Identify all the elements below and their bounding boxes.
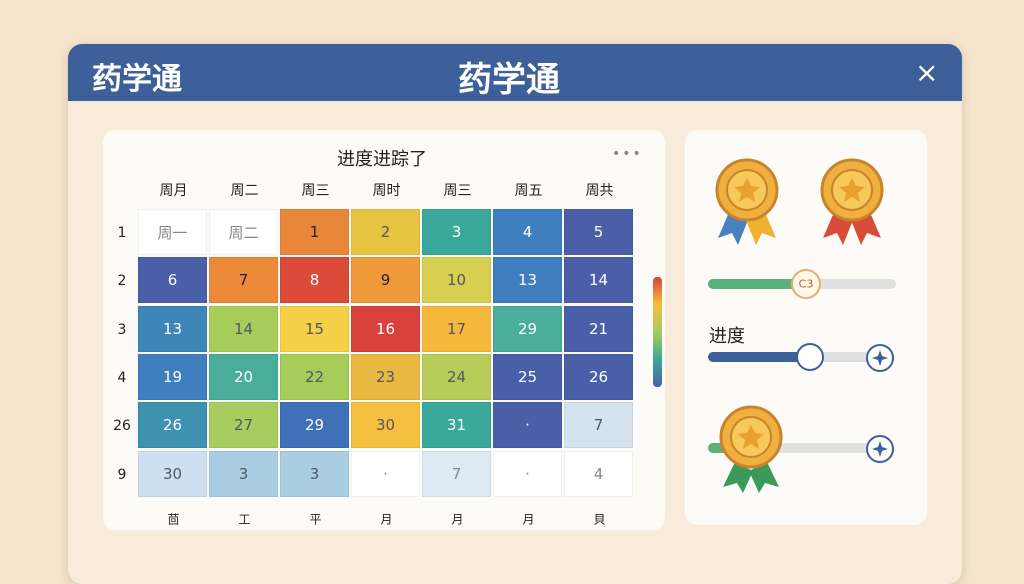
heatmap-cell: 26 [564, 353, 633, 400]
column-header: 周三 [443, 183, 472, 199]
slider[interactable] [708, 343, 894, 372]
heatmap-cell: 13 [138, 305, 207, 352]
heatmap-cell: 2 [351, 209, 420, 255]
heatmap-cell: 20 [209, 353, 278, 400]
heatmap-cell: 13 [493, 257, 562, 304]
heatmap-cell: 23 [351, 353, 420, 400]
row-label: 1 [117, 225, 127, 242]
heatmap-cell: 14 [209, 305, 278, 352]
more-menu[interactable]: ••• [612, 146, 643, 162]
heatmap-cell: 14 [564, 257, 633, 304]
heatmap-cell: 6 [138, 257, 207, 304]
window-title: 药学通 [458, 60, 560, 100]
column-footer: 工 [238, 512, 251, 527]
heatmap-cell: 1 [280, 209, 349, 255]
column-footer: 月 [451, 512, 464, 527]
heatmap-cell: · [493, 402, 562, 449]
tracker-title: 进度进踪了 [337, 149, 427, 170]
heatmap-cell: 16 [351, 305, 420, 352]
slider[interactable] [708, 269, 896, 299]
heatmap-cell: 4 [564, 450, 633, 497]
heatmap-cell: 21 [564, 305, 633, 352]
heatmap-cell: 10 [422, 257, 491, 304]
column-header: 周月 [159, 183, 188, 199]
heatmap-cell: 7 [422, 450, 491, 497]
heatmap-cell: 30 [138, 450, 207, 497]
heatmap-cell: 5 [564, 209, 633, 255]
heatmap-cell: · [493, 450, 562, 497]
heatmap-cell: 29 [280, 402, 349, 449]
row-label: 9 [117, 466, 127, 483]
heatmap-cell: 7 [209, 257, 278, 304]
heatmap-cell: 19 [138, 353, 207, 400]
column-header: 周三 [301, 183, 330, 199]
column-header: 周时 [372, 183, 401, 199]
column-header: 周五 [514, 183, 543, 199]
column-footer: 月 [380, 512, 393, 527]
heatmap-cell: 8 [280, 257, 349, 304]
heatmap-cell: 周一 [138, 209, 207, 255]
heatmap-cell: 3 [422, 209, 491, 255]
row-label: 4 [117, 370, 127, 387]
column-footer: 平 [309, 512, 322, 527]
heatmap-cell: 31 [422, 402, 491, 449]
heatmap-cell: 17 [422, 305, 491, 352]
heatmap-cell: 27 [209, 402, 278, 449]
medal [715, 158, 779, 245]
heatmap-cell: 26 [138, 402, 207, 449]
slider-thumb-label: C3 [798, 277, 814, 291]
heatmap-cell: 9 [351, 257, 420, 304]
heatmap-cell: 24 [422, 353, 491, 400]
close-button[interactable]: × [915, 56, 939, 89]
heatmap-cell: 22 [280, 353, 349, 400]
heatmap-cell: 周二 [209, 209, 278, 255]
app-title: 药学通 [92, 62, 182, 97]
medal [820, 158, 884, 245]
heatmap-cell: 3 [280, 450, 349, 497]
row-label: 26 [113, 418, 131, 435]
column-footer: 貝 [593, 512, 606, 527]
heatmap-cell: 4 [493, 209, 562, 255]
color-scale [653, 277, 662, 387]
column-header: 周二 [230, 183, 259, 199]
row-label: 2 [117, 273, 127, 290]
column-header: 周共 [585, 183, 614, 199]
medal [719, 405, 783, 493]
progress-label: 进度 [709, 326, 745, 347]
header-bar [68, 44, 962, 101]
heatmap-cell: 30 [351, 402, 420, 449]
row-label: 3 [117, 321, 127, 338]
column-footer: 茴 [167, 512, 180, 527]
heatmap-cell: 15 [280, 305, 349, 352]
heatmap-cell: · [351, 450, 420, 497]
heatmap-cell: 7 [564, 402, 633, 449]
heatmap-cell: 25 [493, 353, 562, 400]
heatmap-cell: 3 [209, 450, 278, 497]
heatmap-cell: 29 [493, 305, 562, 352]
column-footer: 月 [522, 512, 535, 527]
